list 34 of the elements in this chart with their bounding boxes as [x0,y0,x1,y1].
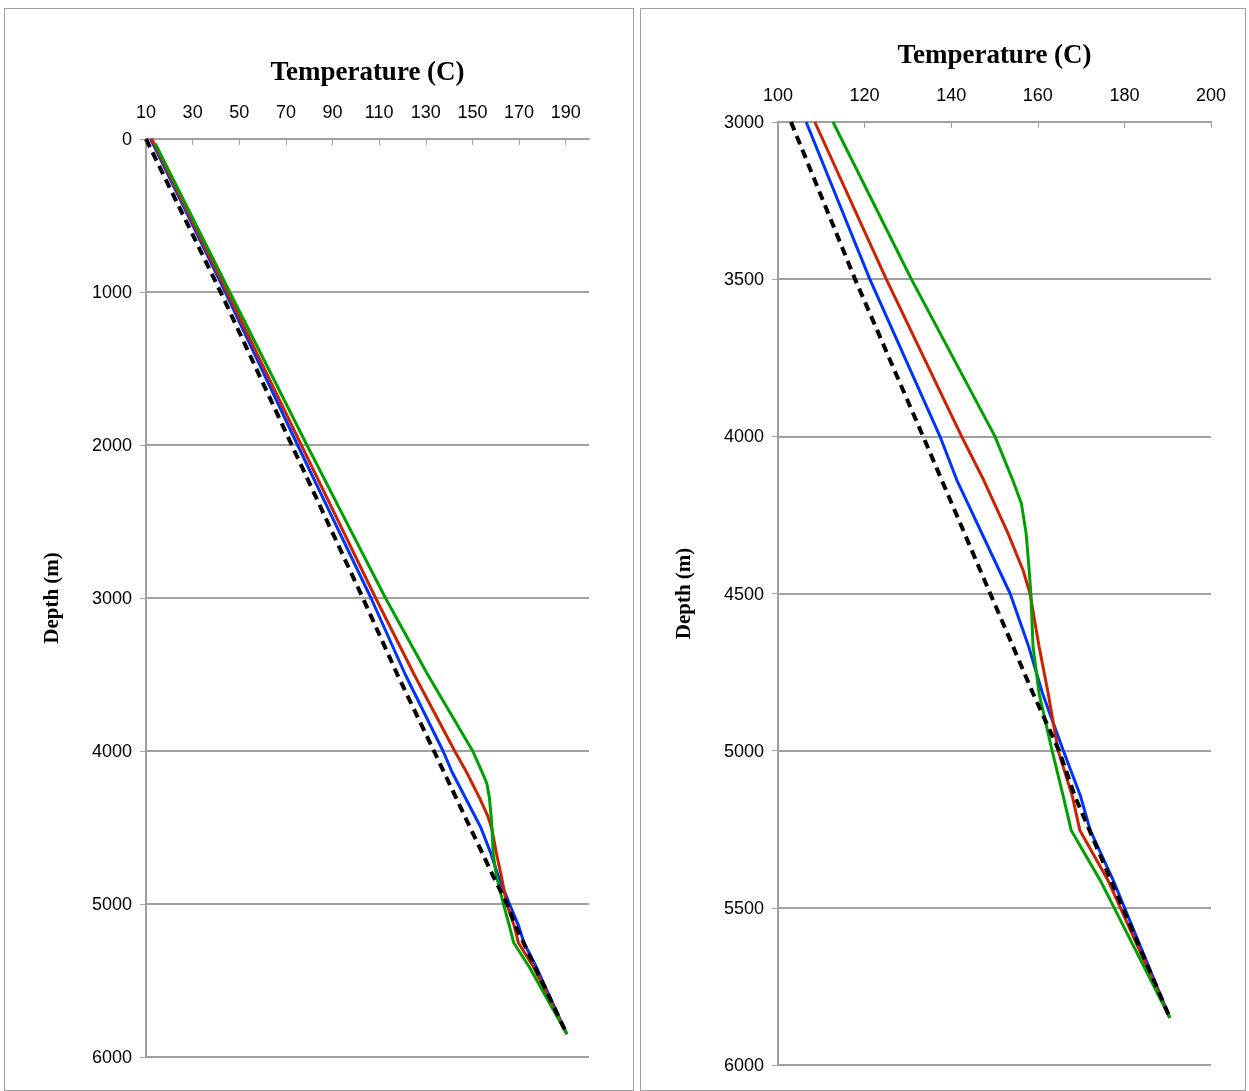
x-axis-title: Temperature (C) [897,38,1092,69]
x-tick-label: 30 [182,102,203,122]
y-tick-label: 3000 [91,588,132,608]
x-tick-label: 110 [364,102,394,122]
y-axis-title: Depth (m) [38,552,63,644]
y-tick-label: 0 [121,129,132,149]
x-tick-label: 90 [322,102,343,122]
x-tick-label: 180 [1109,85,1140,105]
y-tick-label: 4000 [723,426,764,447]
x-tick-label: 130 [410,102,441,122]
x-tick-label: 170 [504,102,535,122]
x-tick-label: 50 [229,102,250,122]
y-tick-label: 6000 [723,1055,764,1075]
x-axis-title: Temperature (C) [270,55,465,86]
x-tick-label: 10 [135,102,157,122]
y-tick-label: 2000 [91,435,132,455]
y-tick-label: 5500 [723,897,764,918]
y-tick-label: 3500 [723,269,764,290]
x-tick-label: 70 [275,102,296,122]
x-tick-label: 150 [457,102,488,122]
x-tick-label: 200 [1195,85,1227,105]
y-tick-label: 1000 [91,282,132,302]
x-tick-label: 100 [762,85,794,105]
x-tick-label: 190 [550,102,581,122]
y-tick-label: 3000 [723,112,764,132]
x-tick-label: 120 [849,85,880,105]
y-tick-label: 5000 [91,894,132,914]
x-tick-label: 140 [936,85,967,105]
y-tick-label: 6000 [91,1047,132,1067]
y-tick-label: 5000 [723,740,764,761]
y-tick-label: 4500 [723,583,764,604]
y-tick-label: 4000 [91,741,132,761]
x-tick-label: 160 [1022,85,1053,105]
y-axis-title: Depth (m) [670,547,695,640]
